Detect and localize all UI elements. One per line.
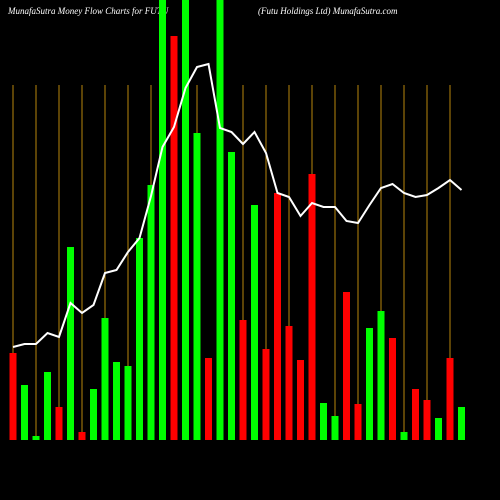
bar xyxy=(239,320,247,440)
bar xyxy=(343,292,350,440)
bar xyxy=(285,326,293,440)
bar xyxy=(458,407,465,440)
bar xyxy=(320,403,327,440)
bar xyxy=(446,358,454,440)
bar xyxy=(170,36,178,440)
bar xyxy=(308,174,316,440)
bar xyxy=(389,338,396,440)
bar xyxy=(182,0,189,440)
bar xyxy=(423,400,431,440)
bar xyxy=(32,436,40,440)
bar xyxy=(377,311,385,440)
bar xyxy=(21,385,28,440)
bar xyxy=(262,349,270,440)
bar xyxy=(274,193,281,440)
chart-title: MunafaSutra Money Flow Charts for FUTU xyxy=(7,6,169,16)
bar xyxy=(228,152,235,440)
bars xyxy=(9,0,465,440)
bar xyxy=(354,404,362,440)
money-flow-line xyxy=(12,62,463,348)
bar xyxy=(193,133,201,440)
bar xyxy=(366,328,373,440)
chart-subtitle: (Futu Holdings Ltd) MunafaSutra.com xyxy=(258,6,398,16)
bar xyxy=(44,372,51,440)
bar xyxy=(136,238,143,440)
bar xyxy=(400,432,408,440)
bar xyxy=(205,358,212,440)
bar xyxy=(331,416,339,440)
bar xyxy=(113,362,120,440)
bar xyxy=(9,353,17,440)
bar xyxy=(412,389,419,440)
bar xyxy=(90,389,97,440)
bar xyxy=(216,0,224,440)
bar xyxy=(435,418,442,440)
bar xyxy=(159,0,166,440)
bar xyxy=(124,366,132,440)
bar xyxy=(297,360,304,440)
bar xyxy=(101,318,109,440)
bar xyxy=(251,205,258,440)
bar xyxy=(55,407,63,440)
bar xyxy=(147,185,155,440)
bar xyxy=(78,432,86,440)
lines xyxy=(12,62,463,348)
bar xyxy=(67,247,74,440)
